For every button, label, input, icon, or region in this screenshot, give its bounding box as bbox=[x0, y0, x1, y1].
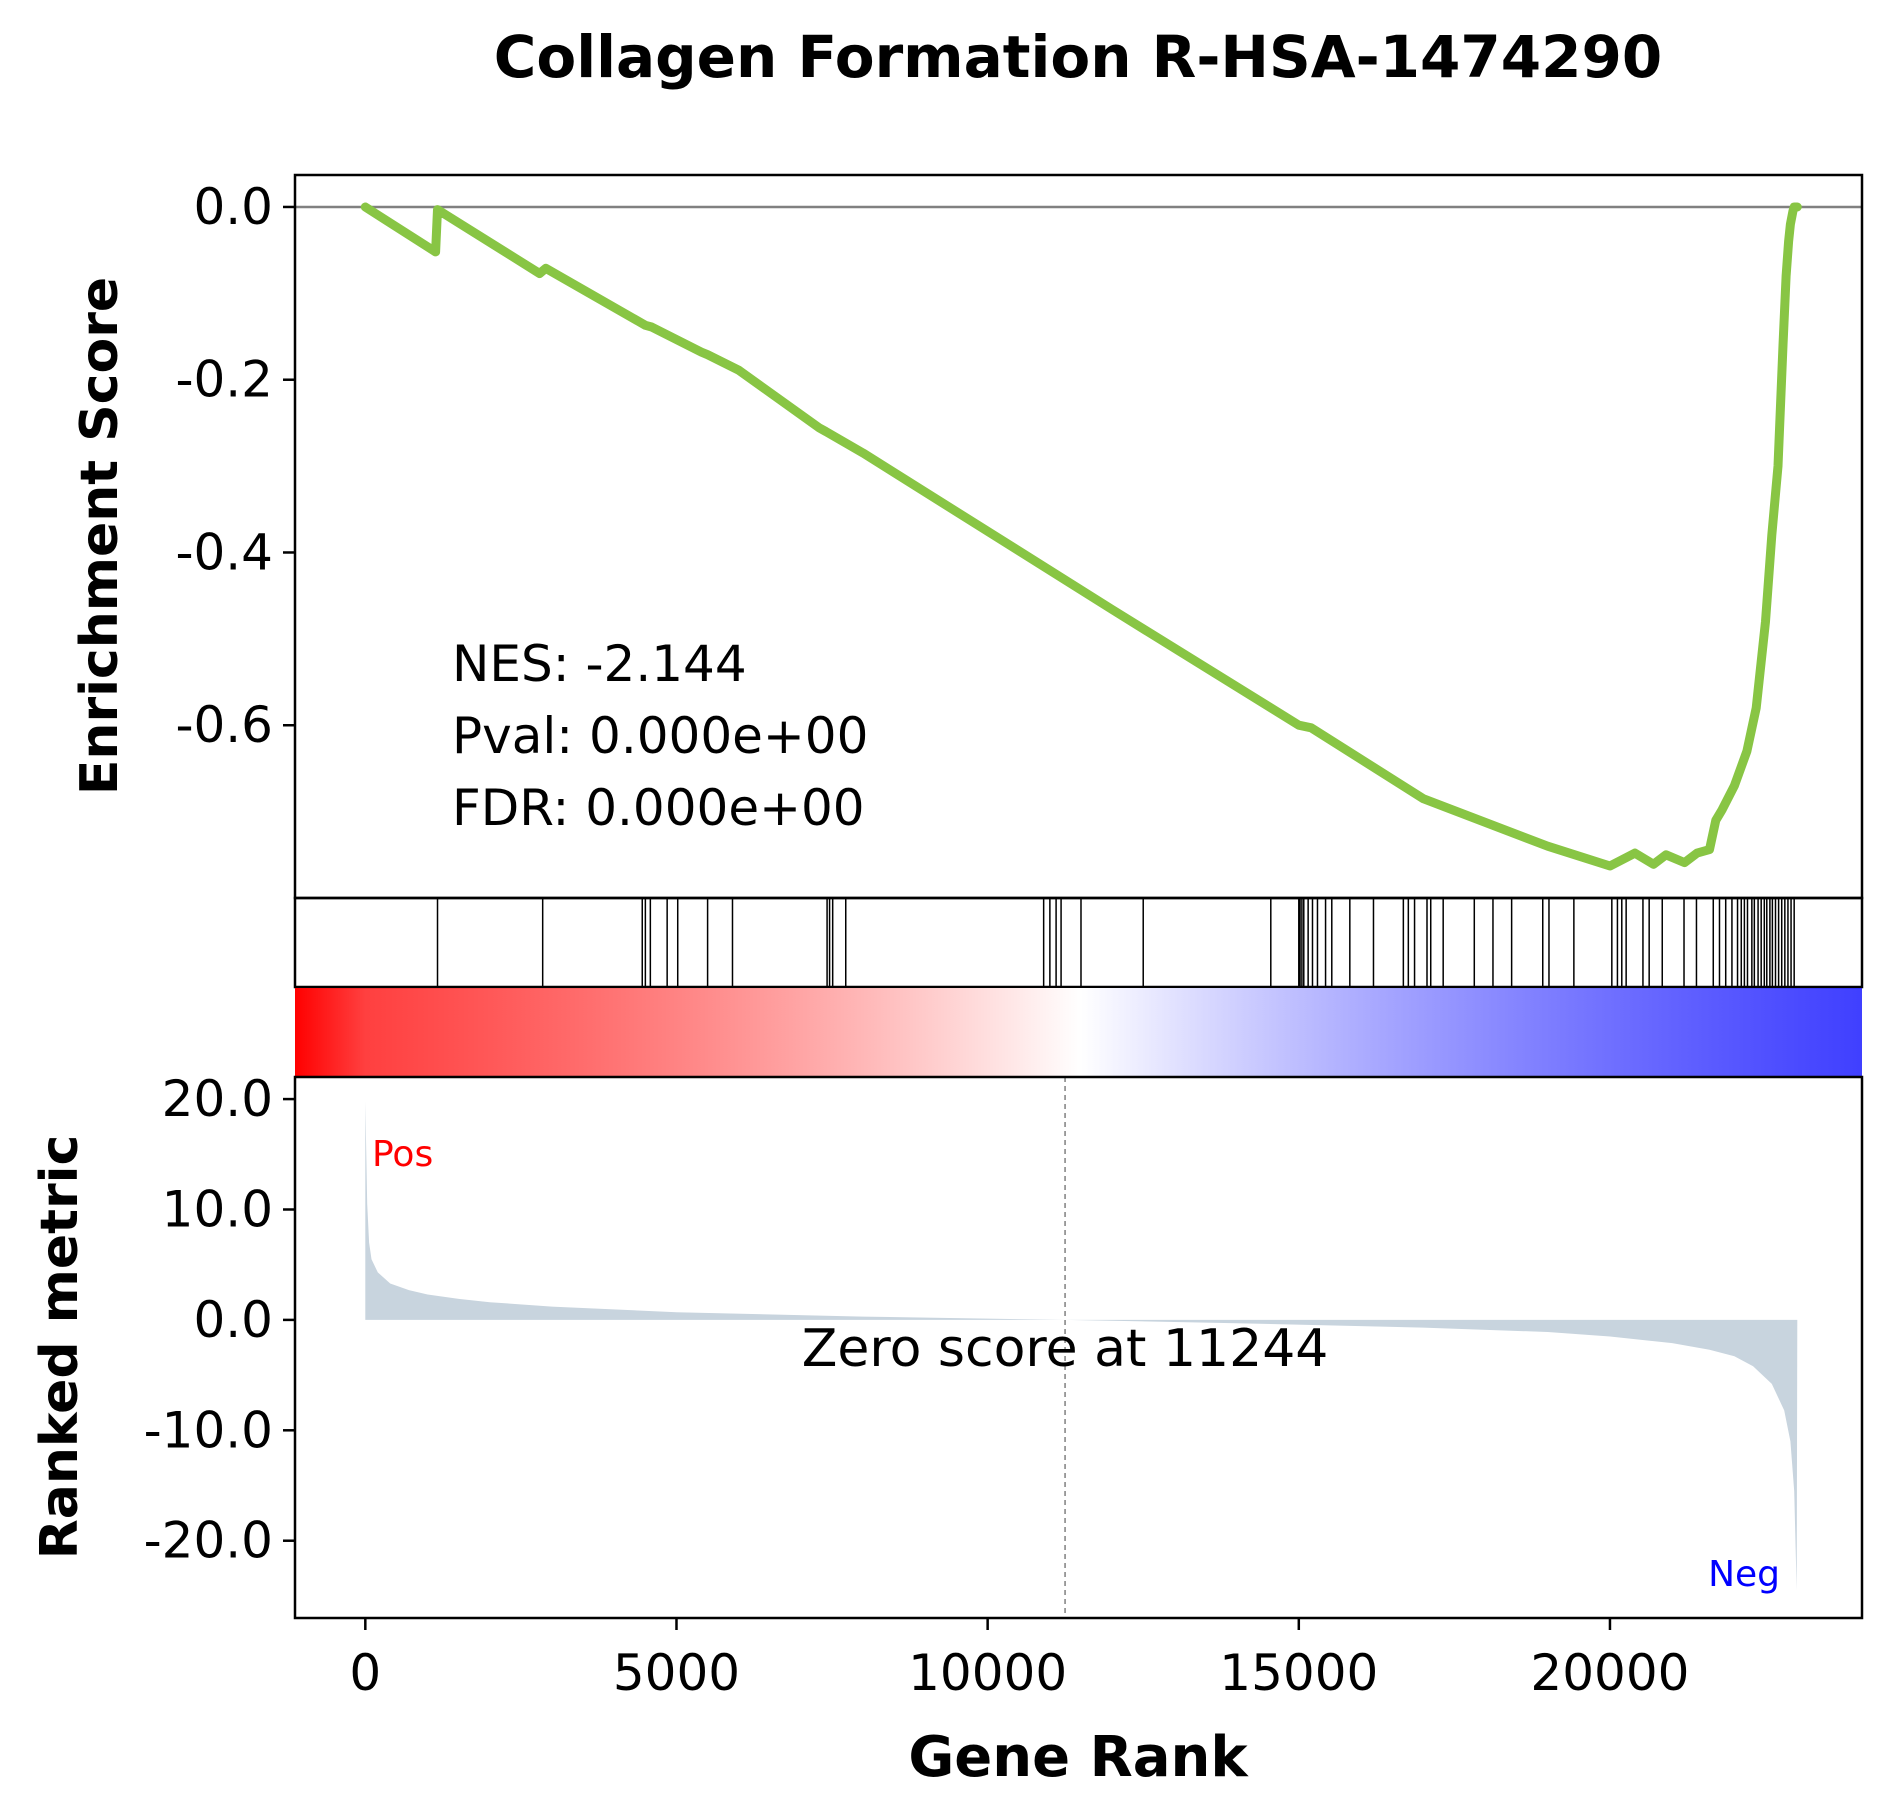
x-axis: 0 5000 10000 15000 20000 bbox=[349, 1618, 1689, 1702]
ranked-metric-y-tick-label: -10.0 bbox=[144, 1401, 273, 1459]
pos-label: Pos bbox=[372, 1134, 433, 1175]
running-enrichment-line bbox=[360, 202, 1802, 871]
fdr-annotation: FDR: 0.000e+00 bbox=[452, 779, 865, 837]
enrichment-y-tick-label: -0.2 bbox=[175, 351, 273, 409]
enrichment-y-axis: 0.0 -0.2 -0.4 -0.6 bbox=[175, 178, 295, 754]
ranked-metric-y-tick-label: 0.0 bbox=[193, 1291, 273, 1349]
x-tick-label: 15000 bbox=[1219, 1644, 1378, 1702]
enrichment-y-label: Enrichment Score bbox=[70, 277, 130, 795]
nes-annotation: NES: -2.144 bbox=[452, 635, 747, 693]
ranked-metric-y-tick-label: 10.0 bbox=[162, 1180, 273, 1238]
ranked-metric-y-label: Ranked metric bbox=[30, 1135, 90, 1560]
neg-label: Neg bbox=[1708, 1554, 1780, 1595]
x-tick-label: 0 bbox=[349, 1644, 381, 1702]
ranked-metric-panel: Zero score at 11244 Pos Neg 20.0 10.0 0.0 -… bbox=[30, 1070, 1864, 1620]
zero-score-label: Zero score at 11244 bbox=[802, 1319, 1329, 1379]
ranked-metric-frame bbox=[293, 1075, 1864, 1620]
x-tick-label: 20000 bbox=[1530, 1644, 1689, 1702]
pval-annotation: Pval: 0.000e+00 bbox=[452, 707, 868, 765]
ranked-metric-y-tick-label: -20.0 bbox=[144, 1512, 273, 1570]
enrichment-panel: 0.0 -0.2 -0.4 -0.6 Enrichment Score NES: -2… bbox=[70, 173, 1864, 900]
ranked-metric-y-tick-label: 20.0 bbox=[162, 1070, 273, 1128]
enrichment-y-tick-label: -0.4 bbox=[175, 523, 273, 581]
x-tick-label: 10000 bbox=[908, 1644, 1067, 1702]
hits-panel bbox=[293, 896, 1864, 989]
x-tick-label: 5000 bbox=[613, 1644, 740, 1702]
x-axis-label: Gene Rank bbox=[908, 1725, 1249, 1790]
hits-frame bbox=[293, 896, 1864, 989]
enrichment-y-tick-label: -0.6 bbox=[175, 696, 273, 754]
ranked-metric-y-axis: 20.0 10.0 0.0 -10.0 -20.0 bbox=[144, 1070, 295, 1570]
enrichment-y-tick-label: 0.0 bbox=[193, 178, 273, 236]
chart-title: Collagen Formation R-HSA-1474290 bbox=[494, 23, 1662, 91]
rank-gradient-bar bbox=[295, 988, 1862, 1077]
